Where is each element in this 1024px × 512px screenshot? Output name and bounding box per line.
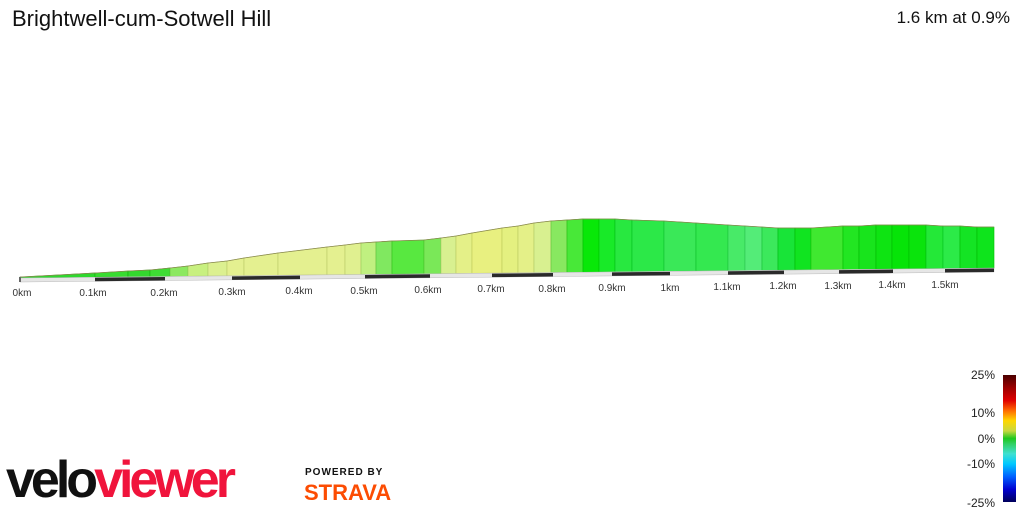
scale-bar-segment bbox=[839, 269, 893, 274]
gradient-segment bbox=[842, 225, 860, 270]
gradient-segment bbox=[187, 262, 209, 277]
x-tick-label: 0.5km bbox=[350, 286, 378, 297]
gradient-segment bbox=[695, 222, 729, 272]
gradient-segment bbox=[501, 225, 519, 274]
x-tick-label: 0.7km bbox=[477, 284, 505, 295]
gradient-segment bbox=[391, 239, 425, 275]
gradient-segment bbox=[277, 246, 328, 276]
gradient-segment bbox=[858, 224, 877, 270]
gradient-segment bbox=[663, 220, 697, 272]
gradient-segment bbox=[925, 224, 944, 270]
gradient-legend-bar bbox=[1003, 375, 1016, 502]
legend-label: 25% bbox=[970, 368, 995, 382]
gradient-segment bbox=[794, 227, 812, 271]
segment-summary: 1.6 km at 0.9% bbox=[896, 8, 1010, 27]
gradient-segment bbox=[908, 224, 927, 270]
gradient-segment bbox=[810, 225, 844, 271]
gradient-segment bbox=[744, 225, 763, 271]
page-title: Brightwell-cum-Sotwell Hill bbox=[12, 6, 272, 31]
x-tick-label: 0.4km bbox=[285, 286, 313, 297]
scale-bar-segment bbox=[492, 273, 553, 278]
gradient-segment bbox=[375, 240, 393, 275]
powered-by-label: POWERED BY bbox=[305, 467, 384, 478]
gradient-segment bbox=[727, 224, 746, 272]
veloviewer-logo[interactable]: veloviewer bbox=[6, 450, 236, 510]
gradient-segment bbox=[207, 260, 228, 277]
x-tick-label: 1.5km bbox=[931, 280, 959, 291]
gradient-segment bbox=[517, 222, 535, 274]
gradient-segment bbox=[550, 219, 568, 273]
x-tick-label: 1.2km bbox=[769, 281, 797, 292]
gradient-segment bbox=[777, 227, 796, 271]
x-tick-label: 1.4km bbox=[878, 280, 906, 291]
scale-bar-segment bbox=[945, 268, 994, 273]
gradient-segment bbox=[423, 237, 442, 275]
gradient-segment bbox=[360, 241, 377, 275]
scale-bar-segment bbox=[612, 271, 670, 276]
legend-label: 0% bbox=[977, 432, 995, 446]
scale-bar-segment bbox=[728, 270, 784, 275]
gradient-segment bbox=[875, 224, 893, 270]
gradient-segment bbox=[440, 235, 457, 274]
x-tick-label: 0.8km bbox=[538, 284, 566, 295]
strava-logo[interactable]: STRAVA bbox=[304, 480, 392, 505]
gradient-segment bbox=[455, 232, 473, 274]
gradient-segment bbox=[533, 220, 552, 274]
x-tick-label: 1.1km bbox=[713, 282, 741, 293]
x-tick-label: 0.1km bbox=[79, 288, 107, 299]
x-tick-label: 1.3km bbox=[824, 281, 852, 292]
gradient-segment bbox=[326, 244, 346, 276]
gradient-segment bbox=[761, 226, 779, 271]
gradient-segment bbox=[582, 218, 600, 273]
scale-bar-segment bbox=[365, 274, 430, 279]
profile-outline bbox=[19, 218, 994, 278]
x-tick-label: 0.2km bbox=[150, 288, 178, 299]
x-tick-label: 0.6km bbox=[414, 285, 442, 296]
gradient-segment bbox=[566, 218, 584, 273]
x-tick-label: 0km bbox=[12, 288, 32, 299]
logo-velo: velo bbox=[6, 451, 98, 509]
scale-bar-segment bbox=[95, 277, 165, 282]
gradient-segment bbox=[891, 224, 910, 270]
scale-bar-segment bbox=[232, 275, 300, 280]
logo-viewer: viewer bbox=[94, 451, 236, 509]
gradient-segment bbox=[942, 225, 961, 269]
legend-label: -25% bbox=[966, 496, 995, 510]
gradient-segment bbox=[598, 218, 616, 273]
gradient-segment bbox=[959, 225, 978, 269]
gradient-segment bbox=[243, 252, 279, 277]
legend-label: -10% bbox=[966, 457, 995, 471]
gradient-segment bbox=[614, 218, 633, 273]
x-tick-label: 0.3km bbox=[218, 287, 246, 298]
gradient-segment bbox=[631, 219, 665, 273]
gradient-segment bbox=[344, 242, 362, 275]
legend-label: 10% bbox=[970, 406, 995, 420]
x-tick-label: 1km bbox=[660, 283, 680, 294]
elevation-profile-chart bbox=[19, 218, 995, 283]
x-tick-label: 0.9km bbox=[598, 283, 626, 294]
gradient-segment bbox=[976, 226, 995, 269]
gradient-segment bbox=[471, 227, 503, 274]
